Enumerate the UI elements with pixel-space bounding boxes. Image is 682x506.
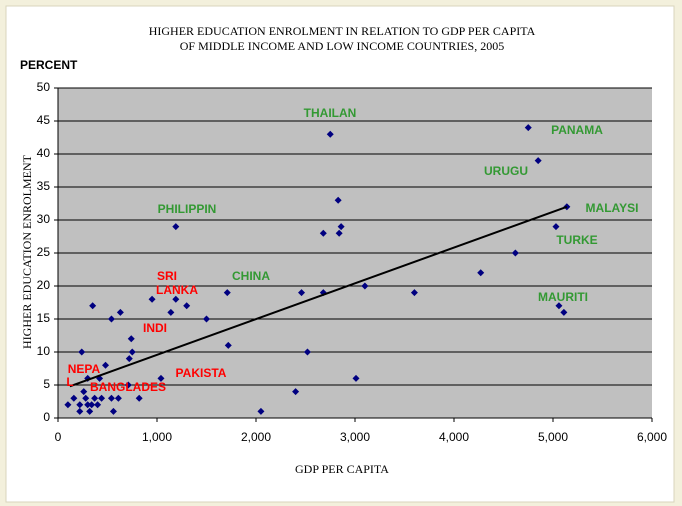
y-tick-label: 15: [37, 311, 51, 325]
data-point: [298, 289, 306, 297]
annotation: PANAMA: [551, 123, 603, 137]
data-point: [303, 348, 311, 356]
data-point: [361, 282, 369, 290]
data-point: [98, 394, 106, 402]
annotation: BANGLADES: [90, 380, 166, 394]
data-point: [107, 394, 115, 402]
data-point: [88, 401, 96, 409]
x-tick-label: 0: [55, 430, 62, 444]
data-point: [319, 229, 327, 237]
data-point: [292, 388, 300, 396]
chart-title: OF MIDDLE INCOME AND LOW INCOME COUNTRIE…: [180, 39, 504, 53]
y-tick-label: 50: [37, 80, 51, 94]
data-point: [257, 407, 265, 415]
data-point: [223, 289, 231, 297]
data-point: [560, 308, 568, 316]
data-point: [84, 401, 92, 409]
annotation: L: [66, 375, 73, 389]
data-point: [335, 229, 343, 237]
data-point: [91, 394, 99, 402]
data-point: [172, 223, 180, 231]
data-point: [334, 196, 342, 204]
data-point: [109, 407, 117, 415]
x-tick-label: 6,000: [637, 430, 667, 444]
x-tick-label: 2,000: [241, 430, 271, 444]
data-point: [511, 249, 519, 257]
annotation: NEPA: [68, 362, 101, 376]
data-point: [157, 374, 165, 382]
data-point: [524, 124, 532, 132]
data-point: [124, 381, 132, 389]
data-point: [86, 407, 94, 415]
data-point: [76, 401, 84, 409]
data-point: [135, 394, 143, 402]
annotation: INDI: [143, 321, 167, 335]
y-tick-label: 30: [37, 212, 51, 226]
x-tick-label: 4,000: [439, 430, 469, 444]
annotation: URUGU: [484, 164, 528, 178]
annotation: LANKA: [156, 283, 198, 297]
data-point: [107, 315, 115, 323]
data-point: [172, 295, 180, 303]
data-point: [555, 302, 563, 310]
data-point: [534, 157, 542, 165]
data-point: [94, 401, 102, 409]
y-tick-label: 35: [37, 179, 51, 193]
data-point: [352, 374, 360, 382]
data-point: [89, 302, 97, 310]
y-axis-label: HIGHER EDUCATION ENROLMENT: [20, 154, 34, 349]
y-tick-label: 10: [37, 344, 51, 358]
annotation: MALAYSI: [586, 201, 639, 215]
data-point: [82, 394, 90, 402]
annotation: THAILAN: [304, 106, 357, 120]
data-point: [337, 223, 345, 231]
data-point: [167, 308, 175, 316]
x-tick-label: 3,000: [340, 430, 370, 444]
data-point: [64, 401, 72, 409]
trendline: [69, 205, 568, 388]
annotation: TURKE: [556, 233, 597, 247]
data-point: [114, 394, 122, 402]
y-tick-label: 25: [37, 245, 51, 259]
x-tick-label: 1,000: [142, 430, 172, 444]
data-point: [127, 335, 135, 343]
annotation: PAKISTA: [176, 366, 227, 380]
data-point: [410, 289, 418, 297]
data-point: [552, 223, 560, 231]
annotation: SRI: [157, 269, 177, 283]
data-point: [148, 295, 156, 303]
chart-title: HIGHER EDUCATION ENROLMENT IN RELATION T…: [149, 24, 536, 38]
y-tick-label: 40: [37, 146, 51, 160]
data-point: [78, 348, 86, 356]
y-tick-label: 20: [37, 278, 51, 292]
data-point: [102, 361, 110, 369]
data-point: [224, 341, 232, 349]
y-unit: PERCENT: [20, 58, 78, 72]
data-point: [80, 388, 88, 396]
x-tick-label: 5,000: [538, 430, 568, 444]
data-point: [76, 407, 84, 415]
data-point: [128, 348, 136, 356]
y-tick-label: 5: [43, 377, 50, 391]
data-point: [183, 302, 191, 310]
y-tick-label: 0: [43, 410, 50, 424]
data-point: [326, 130, 334, 138]
annotation: CHINA: [232, 269, 270, 283]
x-axis-label: GDP PER CAPITA: [295, 462, 389, 476]
annotation: MAURITI: [538, 290, 588, 304]
data-point: [203, 315, 210, 323]
data-point: [116, 308, 124, 316]
data-point: [70, 394, 78, 402]
y-tick-label: 45: [37, 113, 51, 127]
annotation: PHILIPPIN: [158, 202, 217, 216]
data-point: [477, 269, 485, 277]
data-point: [125, 355, 133, 363]
